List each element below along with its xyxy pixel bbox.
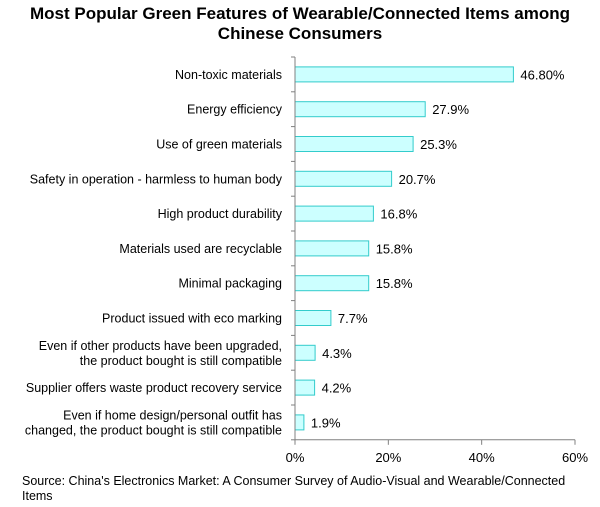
data-label: 27.9% <box>432 102 469 117</box>
category-label: High product durability <box>158 207 283 221</box>
category-label: Non-toxic materials <box>175 68 282 82</box>
x-tick-label: 40% <box>469 450 495 465</box>
category-label: Energy efficiency <box>187 103 283 117</box>
x-tick-label: 0% <box>286 450 305 465</box>
bar <box>294 205 374 222</box>
bar <box>294 275 370 292</box>
category-label: Minimal packaging <box>178 277 282 291</box>
bar <box>294 240 370 257</box>
category-label: Supplier offers waste product recovery s… <box>26 381 282 395</box>
chart-title-line-1: Most Popular Green Features of Wearable/… <box>29 4 571 23</box>
category-label: Materials used are recyclable <box>119 242 282 256</box>
bar <box>294 310 332 326</box>
chart-title: Most Popular Green Features of Wearable/… <box>0 4 600 44</box>
category-label: Even if other products have been upgrade… <box>39 339 282 353</box>
data-label: 46.80% <box>520 67 565 82</box>
bar <box>294 170 393 187</box>
bar <box>294 101 426 118</box>
data-label: 15.8% <box>376 241 413 256</box>
data-label: 4.2% <box>322 381 352 396</box>
category-label: the product bought is still compatible <box>80 354 282 368</box>
data-label: 1.9% <box>311 415 341 430</box>
x-tick-label: 20% <box>375 450 401 465</box>
data-label: 4.3% <box>322 346 352 361</box>
category-label: Safety in operation - harmless to human … <box>30 172 283 186</box>
bar <box>294 379 316 396</box>
data-label: 25.3% <box>420 137 457 152</box>
bar <box>294 414 305 431</box>
category-label: Product issued with eco marking <box>102 312 282 326</box>
data-label: 7.7% <box>338 311 368 326</box>
source-note: Source: China's Electronics Market: A Co… <box>22 474 566 503</box>
data-label: 15.8% <box>376 276 413 291</box>
bar <box>294 344 316 361</box>
data-label: 20.7% <box>399 172 436 187</box>
bar <box>294 66 514 83</box>
category-label: Use of green materials <box>156 138 282 152</box>
chart-title-line-2: Chinese Consumers <box>217 24 383 43</box>
data-label: 16.8% <box>380 207 417 222</box>
x-tick-label: 60% <box>562 450 588 465</box>
category-label: Even if home design/personal outfit has <box>63 408 282 422</box>
bar <box>294 136 414 152</box>
category-label: changed, the product bought is still com… <box>25 423 282 437</box>
